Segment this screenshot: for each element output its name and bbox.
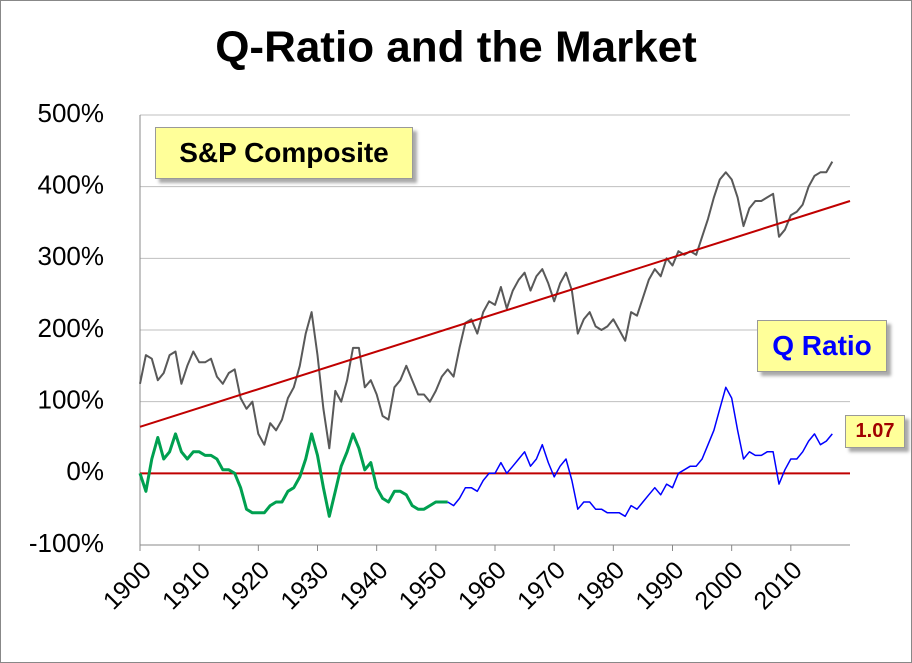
- series-line: [447, 386, 833, 518]
- series-line: [139, 161, 834, 450]
- value-annotation: 1.07: [845, 415, 905, 448]
- y-tick-label: 300%: [38, 241, 105, 271]
- y-tick-label: -100%: [29, 528, 104, 558]
- series-line: [139, 200, 851, 428]
- chart-title: Q-Ratio and the Market: [215, 23, 697, 72]
- sp-label: S&P Composite: [155, 127, 413, 179]
- y-tick-label: 100%: [38, 385, 105, 415]
- q-label: Q Ratio: [757, 320, 887, 372]
- series-line: [138, 432, 448, 518]
- y-tick-label: 400%: [38, 170, 105, 200]
- y-tick-label: 0%: [66, 456, 104, 486]
- y-tick-label: 200%: [38, 313, 105, 343]
- y-tick-label: 500%: [38, 98, 105, 128]
